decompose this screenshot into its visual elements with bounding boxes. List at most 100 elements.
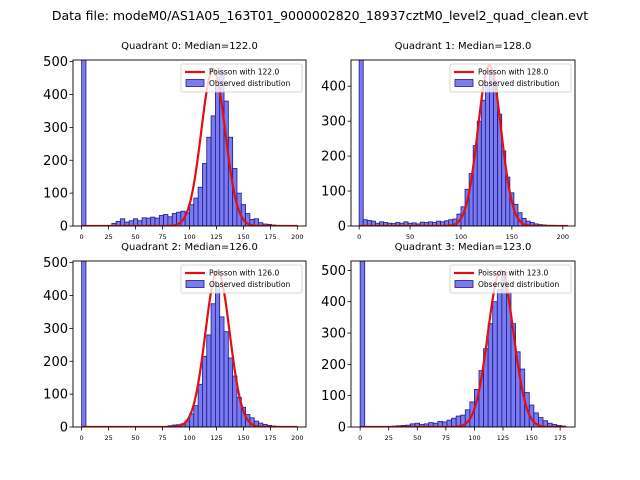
y-tick-label: 100 [43, 388, 68, 403]
histogram-bar [193, 197, 199, 226]
x-tick-label: 150 [506, 233, 518, 241]
subplot-title: Quadrant 3: Median=123.0 [395, 242, 532, 253]
y-tick-label: 0 [60, 421, 68, 436]
y-tick-label: 500 [43, 256, 68, 271]
subplot-quadrant-3: 0 100 200 300 400 500 0 25 50 75 100 125 150 175 Quadr… [321, 242, 576, 442]
x-tick-label: 100 [455, 233, 467, 241]
x-tick-label: 0 [358, 434, 362, 442]
histogram-bar [214, 285, 221, 427]
histogram-bar [202, 355, 208, 427]
legend-box [449, 264, 572, 294]
legend-label-observed: Observed distribution [209, 79, 290, 88]
histogram-bar [197, 186, 203, 226]
legend-label-poisson: Poisson with 128.0 [478, 68, 548, 77]
x-tick-label: 175 [554, 434, 566, 442]
histogram-bar [210, 303, 216, 427]
x-tick-label: 125 [210, 434, 222, 442]
y-tick-label: 100 [43, 187, 68, 202]
x-tick-label: 25 [385, 434, 393, 442]
x-tick-label: 150 [237, 434, 249, 442]
y-tick-label: 400 [43, 289, 68, 304]
histogram-bar [189, 204, 195, 226]
x-tick-label: 175 [264, 233, 276, 241]
histogram-bar [141, 217, 147, 226]
x-tick-label: 25 [104, 233, 112, 241]
legend: Poisson with 126.0 Observed distribution [180, 264, 303, 294]
x-tick-label: 150 [237, 233, 249, 241]
histogram-bar [81, 60, 87, 226]
x-tick-label: 0 [80, 434, 84, 442]
legend: Poisson with 128.0 Observed distribution [449, 63, 572, 93]
subplot-quadrant-0: 0 100 200 300 400 500 0 25 50 75 100 125 150 175 200 Qu… [43, 41, 307, 241]
x-tick-label: 25 [104, 434, 112, 442]
histogram-bar [163, 214, 169, 226]
histogram-bar [492, 301, 498, 427]
legend-box [180, 264, 303, 294]
legend-bar-swatch [454, 79, 474, 87]
x-tick-label: 150 [525, 434, 537, 442]
axes-frame [350, 59, 576, 227]
histogram-bar [206, 136, 212, 226]
subplot-quadrant-2: 0 100 200 300 400 500 0 25 50 75 100 125 150 175 200 Qu… [43, 242, 307, 442]
legend: Poisson with 123.0 Observed distribution [449, 264, 572, 294]
legend-label-observed: Observed distribution [478, 79, 559, 88]
x-tick-label: 50 [131, 434, 139, 442]
x-tick-label: 0 [357, 233, 361, 241]
x-tick-label: 75 [442, 434, 450, 442]
x-tick-label: 175 [264, 434, 276, 442]
subplot-title: Quadrant 2: Median=126.0 [121, 242, 258, 253]
legend-bar-swatch [185, 79, 205, 87]
legend-label-poisson: Poisson with 126.0 [209, 269, 279, 278]
y-tick-label: 500 [43, 55, 68, 70]
legend-bar-swatch [185, 280, 205, 288]
subplot-quadrant-1: 0 100 200 300 400 0 50 100 150 200 Quadrant 1: Med… [321, 41, 576, 241]
histogram-bar [359, 261, 366, 427]
x-tick-label: 75 [158, 434, 166, 442]
x-tick-label: 200 [557, 233, 569, 241]
y-tick-label: 0 [338, 220, 346, 235]
subplot-title: Quadrant 0: Median=122.0 [121, 41, 258, 52]
legend-label-poisson: Poisson with 123.0 [478, 269, 548, 278]
histogram-bar [197, 383, 203, 427]
y-tick-label: 300 [43, 121, 68, 136]
y-tick-label: 500 [321, 264, 346, 279]
histogram-bar [484, 85, 490, 226]
y-tick-label: 200 [43, 355, 68, 370]
y-tick-label: 300 [321, 327, 346, 342]
histogram-bar [154, 217, 160, 226]
x-tick-label: 0 [80, 233, 84, 241]
legend: Poisson with 122.0 Observed distribution [180, 63, 303, 93]
histogram-bar [227, 357, 234, 427]
x-tick-label: 50 [131, 233, 139, 241]
y-tick-label: 200 [321, 150, 346, 165]
y-tick-label: 200 [43, 154, 68, 169]
axes-frame [350, 260, 576, 428]
legend-box [180, 63, 303, 93]
poisson-curve [81, 269, 298, 427]
histogram-bar [358, 60, 364, 226]
histogram-bar [81, 261, 87, 427]
poisson-curve [360, 269, 566, 427]
y-tick-label: 0 [338, 421, 346, 436]
legend-label-poisson: Poisson with 122.0 [209, 68, 279, 77]
histogram-bar [206, 334, 212, 427]
subplot-title: Quadrant 1: Median=128.0 [395, 41, 532, 52]
histogram-bar [487, 323, 494, 427]
y-tick-label: 100 [321, 185, 346, 200]
legend-label-observed: Observed distribution [478, 280, 559, 289]
poisson-curve [81, 67, 298, 226]
histogram-bar [150, 216, 156, 226]
x-tick-label: 200 [291, 233, 303, 241]
y-tick-label: 100 [321, 389, 346, 404]
legend-box [449, 63, 572, 93]
legend-label-observed: Observed distribution [209, 280, 290, 289]
histogram-bar [202, 163, 208, 226]
x-tick-label: 50 [413, 434, 421, 442]
y-tick-label: 200 [321, 358, 346, 373]
x-tick-label: 100 [183, 233, 195, 241]
x-tick-label: 200 [291, 434, 303, 442]
histogram-bar [158, 215, 165, 226]
histogram-bar [493, 85, 499, 226]
